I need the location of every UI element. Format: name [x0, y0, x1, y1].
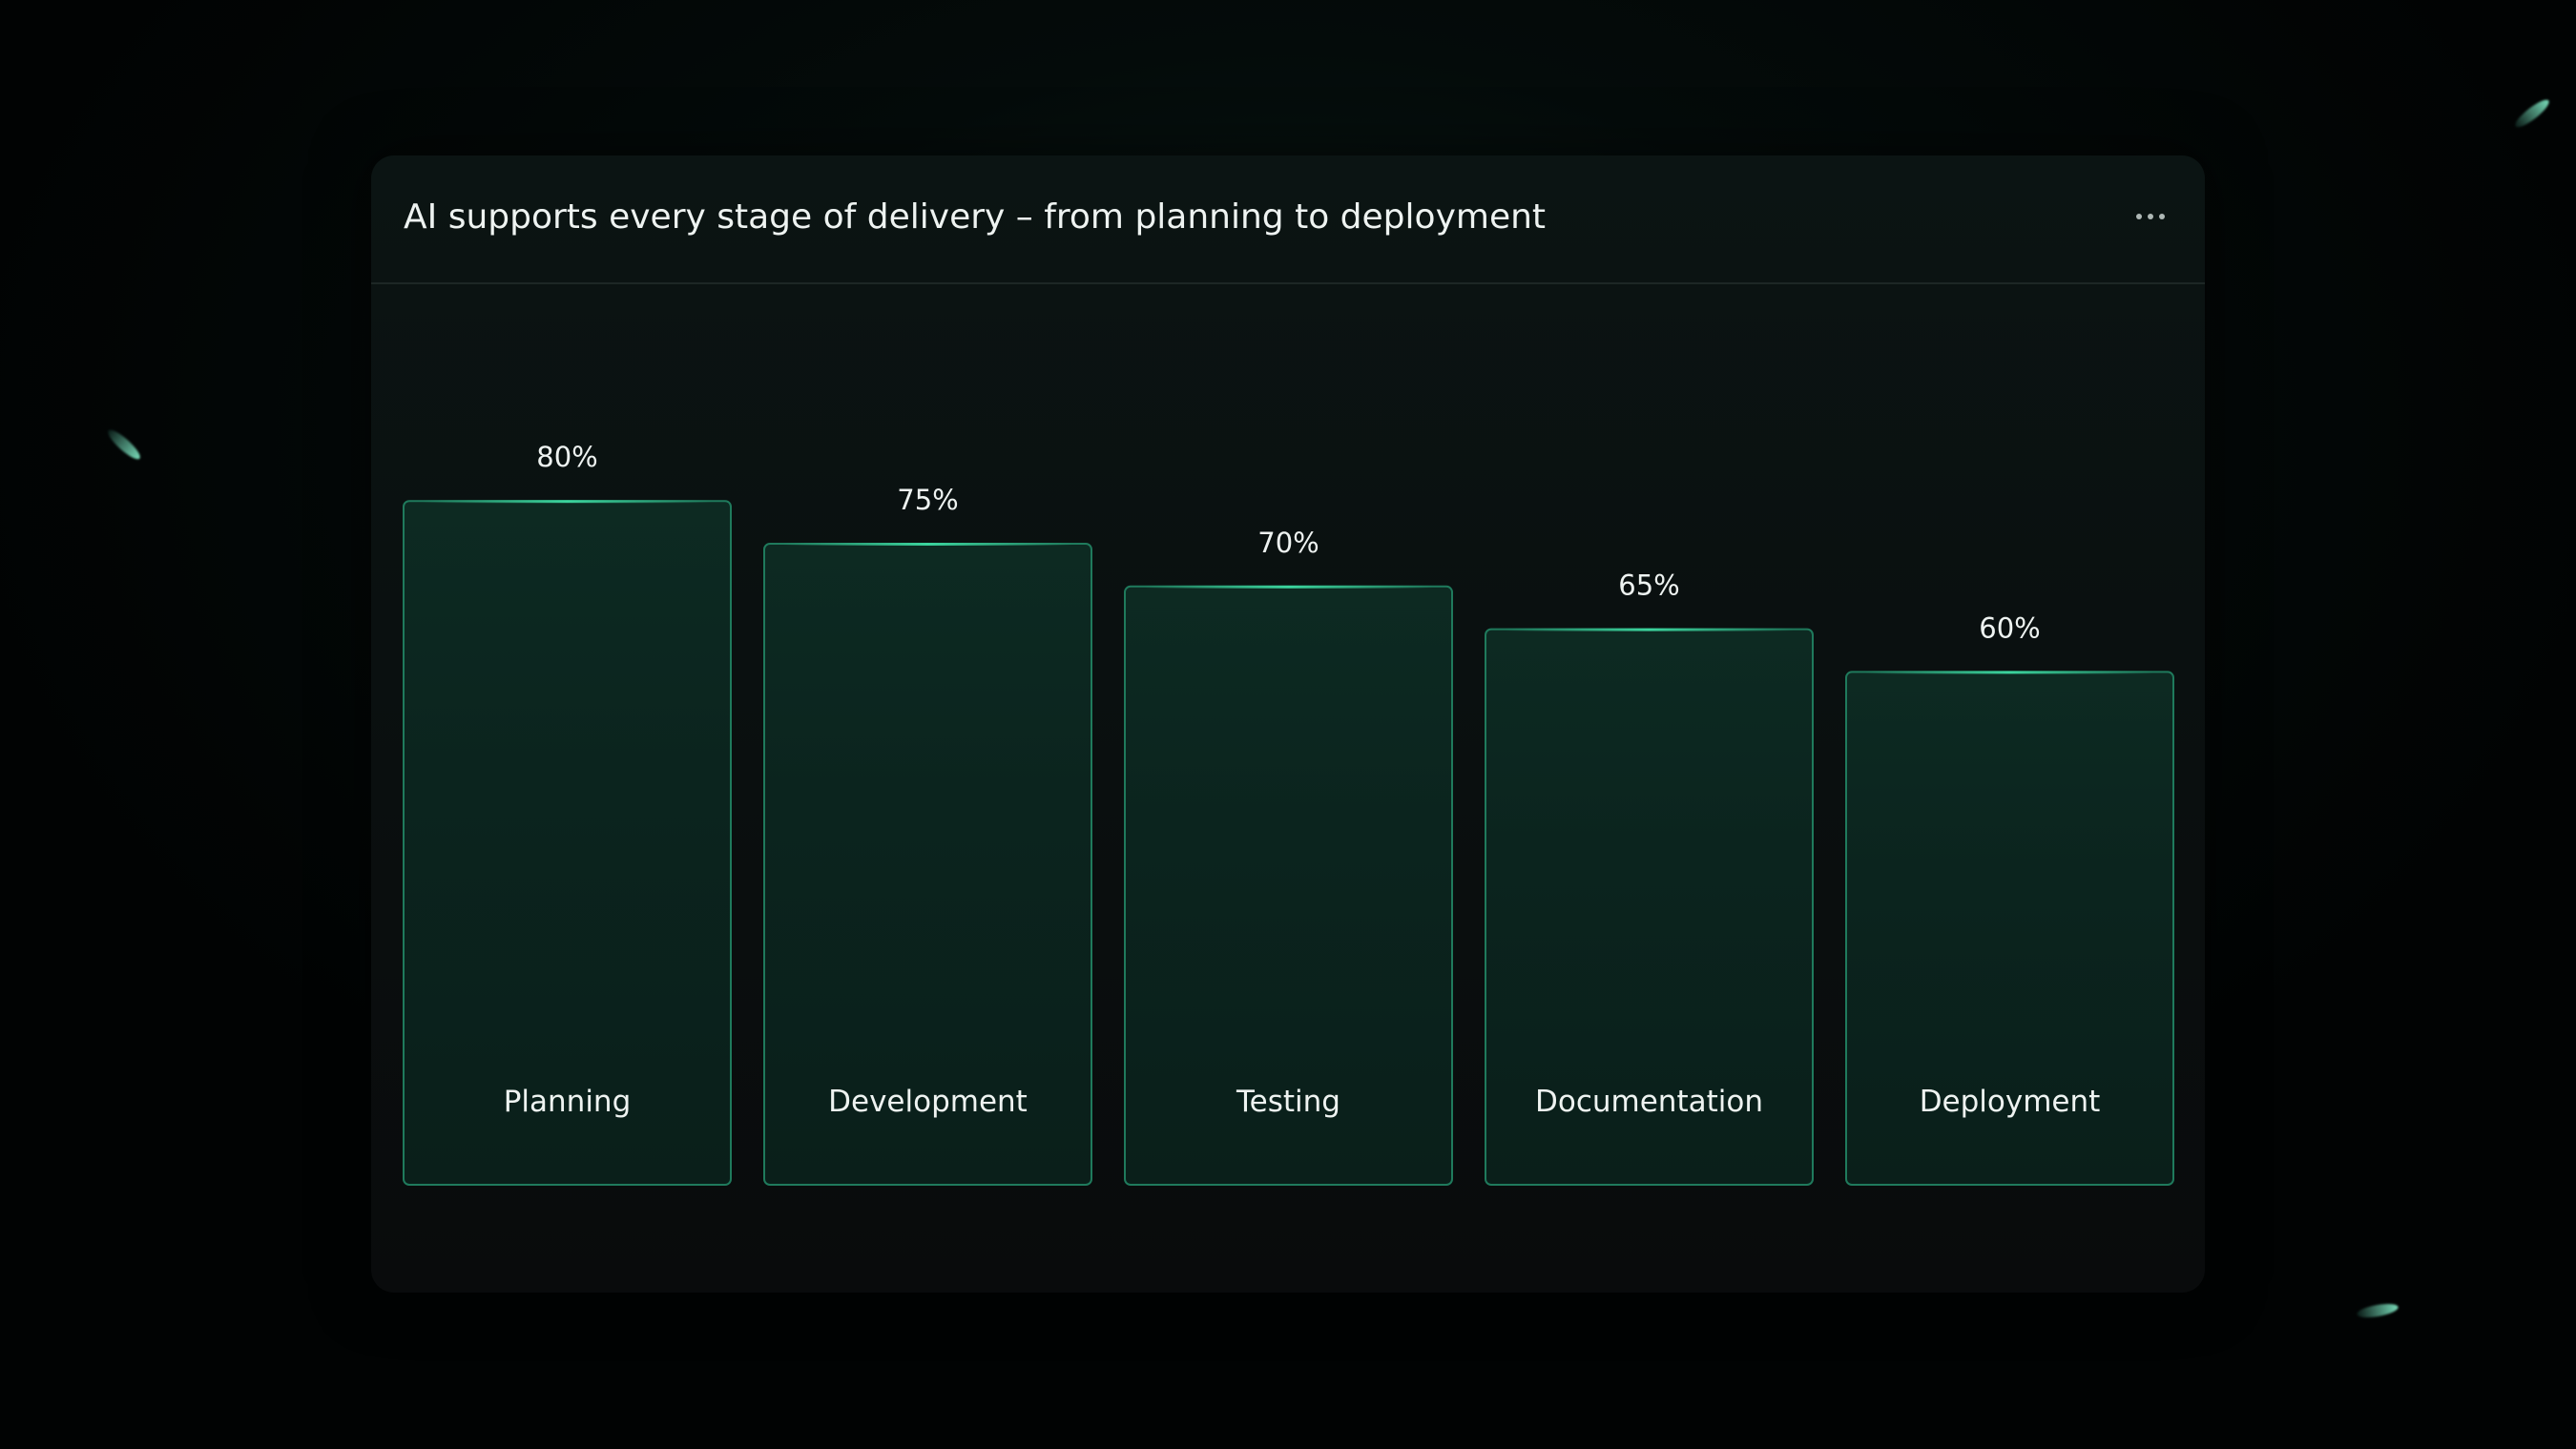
chart-title: AI supports every stage of delivery – fr…	[404, 197, 1547, 237]
more-options-button[interactable]	[2125, 196, 2176, 238]
category-label: Deployment	[1920, 1085, 2101, 1119]
bar-top-highlight	[1505, 628, 1794, 631]
bar-value-label: 75%	[897, 484, 958, 516]
bar-planning	[403, 500, 732, 1186]
bar-value-label: 65%	[1618, 569, 1679, 602]
chart-card: AI supports every stage of delivery – fr…	[371, 155, 2205, 1293]
bar-value-label: 60%	[1979, 611, 2040, 644]
bar-top-highlight	[1144, 585, 1433, 589]
category-label: Development	[828, 1085, 1028, 1119]
category-label: Testing	[1236, 1085, 1340, 1119]
bar-top-highlight	[783, 543, 1072, 546]
bar-top-highlight	[1865, 671, 2154, 674]
decorative-leaf-icon	[104, 425, 144, 464]
category-label: Planning	[504, 1085, 632, 1119]
bar-chart: 80% Planning 75% Development 70% Testing 65% Do…	[403, 441, 2174, 1187]
category-label: Documentation	[1535, 1085, 1763, 1119]
decorative-leaf-icon	[2356, 1301, 2399, 1320]
bar-top-highlight	[423, 500, 712, 504]
decorative-leaf-icon	[2511, 95, 2553, 132]
bar-value-label: 70%	[1257, 527, 1319, 559]
card-header: AI supports every stage of delivery – fr…	[371, 155, 2205, 284]
bar-value-label: 80%	[536, 441, 597, 473]
